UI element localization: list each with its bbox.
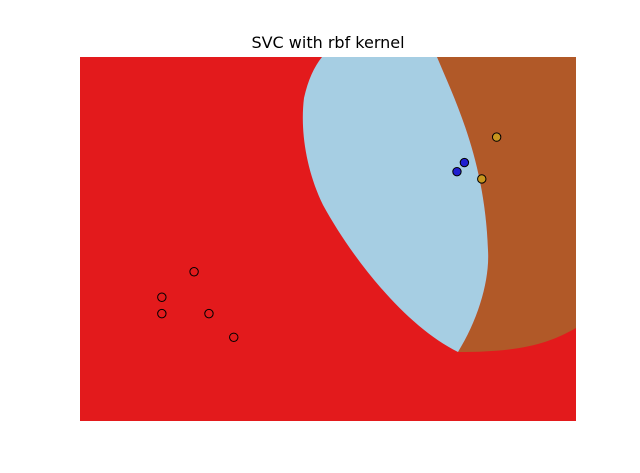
data-point-class-1-1: [452, 166, 462, 177]
decision-region-class-1: [302, 57, 489, 352]
data-point-class-2-1: [477, 174, 487, 184]
plot-area: [80, 57, 576, 421]
data-point-class-0-1: [157, 292, 167, 302]
data-point-class-2-0: [491, 132, 502, 142]
decision-region-class-2: [437, 57, 576, 352]
data-point-class-0-3: [204, 308, 214, 319]
chart-title: SVC with rbf kernel: [251, 33, 404, 52]
data-points: [157, 132, 502, 342]
data-point-class-0-4: [229, 332, 239, 342]
data-point-class-1-0: [459, 157, 470, 168]
data-point-class-0-0: [189, 267, 199, 277]
data-point-class-0-2: [157, 308, 167, 319]
